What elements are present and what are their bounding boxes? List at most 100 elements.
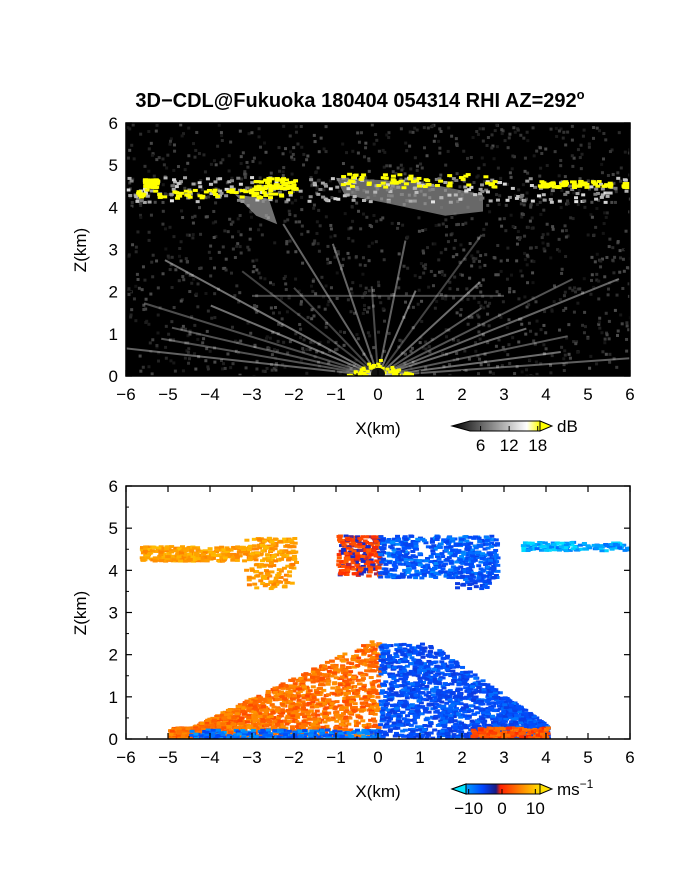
speckle [495, 145, 499, 149]
fan-ray [377, 357, 630, 376]
speckle [150, 260, 154, 264]
velocity-pixel [470, 548, 476, 552]
echo-pixel [269, 177, 275, 181]
echo-pixel [571, 183, 577, 187]
speckle [401, 166, 405, 170]
velocity-pixel [225, 553, 231, 557]
velocity-pixel [351, 542, 357, 546]
cloud-pixel [563, 192, 568, 196]
velocity-pixel [392, 560, 398, 564]
velocity-pixel [425, 545, 431, 549]
velocity-pixel [355, 562, 361, 566]
x-tick-label: 0 [373, 385, 382, 404]
speckle [226, 230, 230, 234]
speckle [200, 188, 204, 192]
velocity-pixel [321, 710, 327, 714]
x-axis-label: X(km) [355, 419, 400, 438]
cloud-pixel [434, 177, 439, 181]
echo-pixel [377, 364, 382, 368]
x-tick-label: 5 [583, 385, 592, 404]
velocity-pixel [379, 547, 385, 551]
velocity-pixel [176, 555, 182, 559]
velocity-pixel [528, 545, 534, 549]
velocity-pixel [577, 543, 583, 547]
velocity-pixel [446, 556, 452, 560]
speckle [554, 126, 558, 130]
velocity-pixel [457, 558, 463, 562]
cloud-pixel [490, 178, 495, 182]
speckle [504, 229, 508, 233]
speckle [294, 220, 298, 224]
cloud-pixel [605, 191, 610, 195]
speckle [128, 181, 132, 185]
velocity-pixel [413, 559, 419, 563]
cloud-pixel [170, 184, 175, 188]
velocity-pixel [202, 555, 208, 559]
velocity-pixel [420, 569, 426, 573]
velocity-pixel [613, 546, 619, 550]
velocity-pixel [363, 535, 369, 539]
velocity-pixel [392, 551, 398, 555]
speckle [385, 164, 389, 168]
cloud-pixel [530, 199, 535, 203]
echo-pixel [403, 182, 409, 186]
velocity-pixel [468, 563, 474, 567]
echo-pixel [150, 180, 156, 184]
speckle [183, 168, 187, 172]
velocity-pixel [608, 543, 614, 547]
velocity-pixel [458, 536, 464, 540]
echo-pixel [281, 183, 287, 187]
speckle [461, 222, 465, 226]
velocity-pixel [392, 568, 398, 572]
velocity-pixel [346, 673, 352, 677]
velocity-pixel [448, 545, 454, 549]
echo-pixel [466, 183, 472, 187]
speckle [538, 146, 542, 150]
velocity-pixel [278, 697, 284, 701]
echo-pixel [358, 177, 364, 181]
velocity-pixel [358, 672, 364, 676]
cloud-pixel [605, 194, 610, 198]
velocity-pixel [413, 573, 419, 577]
velocity-pixel [360, 535, 366, 539]
cloud-pixel [570, 187, 575, 191]
echo-pixel [390, 174, 396, 178]
velocity-pixel [475, 553, 481, 557]
speckle [496, 166, 500, 170]
speckle [472, 180, 476, 184]
velocity-pixel [530, 547, 536, 551]
echo-pixel [265, 181, 271, 185]
velocity-pixel [371, 701, 377, 705]
velocity-pixel [455, 586, 461, 590]
cloud-pixel [575, 192, 580, 196]
plot-background [126, 486, 630, 739]
velocity-pixel [350, 544, 356, 548]
velocity-pixel [281, 566, 287, 570]
speckle [161, 222, 165, 226]
echo-pixel [148, 178, 154, 182]
echo-pixel [628, 185, 630, 189]
velocity-pixel [195, 559, 201, 563]
velocity-pixel [434, 564, 440, 568]
speckle [520, 215, 524, 219]
speckle [628, 148, 630, 152]
echo-pixel [291, 187, 297, 191]
velocity-pixel [400, 562, 406, 566]
speckle [223, 229, 227, 233]
speckle [409, 167, 413, 171]
velocity-pixel [368, 558, 374, 562]
speckle [168, 142, 172, 146]
velocity-pixel [382, 572, 388, 576]
velocity-pixel [351, 656, 357, 660]
velocity-pixel [165, 555, 171, 559]
velocity-pixel [455, 582, 461, 586]
speckle [130, 308, 134, 312]
echo-pixel [263, 193, 269, 197]
echo-pixel [243, 190, 249, 194]
x-tick-label: 3 [499, 385, 508, 404]
echo-pixel [380, 176, 386, 180]
velocity-pixel [430, 567, 436, 571]
velocity-pixel [157, 556, 163, 560]
echo-pixel [550, 182, 556, 186]
velocity-pixel [223, 733, 229, 737]
